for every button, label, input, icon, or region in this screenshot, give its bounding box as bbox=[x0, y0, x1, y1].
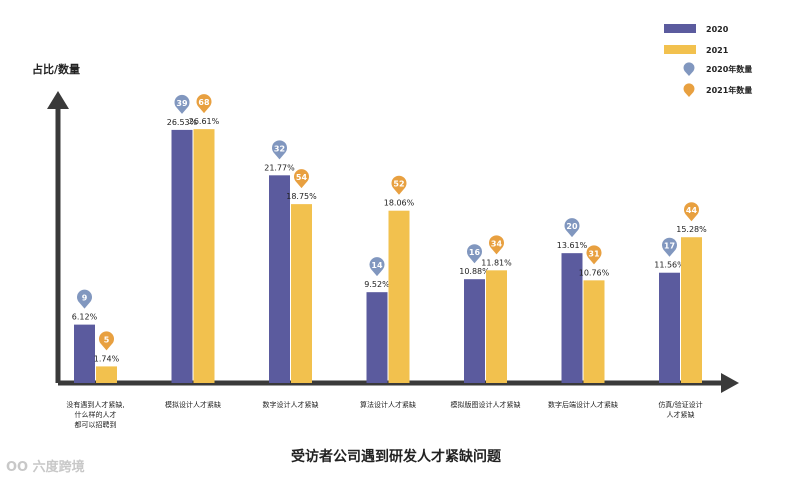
count-pin-2021-6 bbox=[684, 202, 699, 222]
count-pin-2021-0 bbox=[99, 331, 114, 351]
data-label-2020-4: 10.88% bbox=[459, 267, 490, 276]
count-pin-2021-4-label: 34 bbox=[491, 239, 503, 248]
data-label-2020-1: 26.53% bbox=[167, 118, 198, 127]
data-label-2021-4: 11.81% bbox=[481, 258, 512, 267]
data-label-2021-3: 18.06% bbox=[384, 199, 415, 208]
legend-pin-0 bbox=[683, 62, 695, 76]
data-label-2020-2: 21.77% bbox=[264, 163, 295, 172]
count-pin-2020-2-label: 32 bbox=[274, 144, 285, 153]
count-pin-2021-5 bbox=[586, 245, 602, 265]
count-pin-2020-2 bbox=[272, 140, 288, 160]
bar-2020-4 bbox=[464, 279, 485, 383]
bar-2020-0 bbox=[74, 324, 95, 383]
count-pin-2020-5-label: 20 bbox=[566, 222, 578, 231]
bar-2021-3 bbox=[388, 210, 410, 383]
count-pin-2020-5 bbox=[564, 218, 580, 238]
count-pin-2021-6-label: 44 bbox=[686, 206, 698, 215]
category-label-1-0: 模拟设计人才紧缺 bbox=[165, 400, 221, 409]
count-pin-2021-1 bbox=[196, 94, 212, 114]
category-label-6-0: 仿真/验证设计 bbox=[658, 400, 702, 409]
legend-pin-1 bbox=[683, 83, 695, 97]
legend-count-label-0: 2020年数量 bbox=[706, 64, 752, 74]
count-pin-2021-2-label: 54 bbox=[296, 173, 308, 182]
bar-2020-2 bbox=[269, 175, 290, 383]
count-pin-2020-6 bbox=[662, 237, 677, 257]
bar-2021-5 bbox=[583, 280, 605, 383]
legend-label-2021: 2021 bbox=[706, 46, 729, 55]
count-pin-2020-3-label: 14 bbox=[371, 261, 383, 270]
chart-title: 受访者公司遇到研发人才紧缺问题 bbox=[291, 449, 501, 465]
data-label-2021-1: 26.61% bbox=[189, 117, 220, 126]
count-pin-2020-0 bbox=[77, 289, 93, 309]
watermark-logo: OO 六度跨境 bbox=[6, 460, 85, 475]
data-label-2020-6: 11.56% bbox=[654, 261, 685, 270]
count-pin-2020-4 bbox=[467, 244, 483, 264]
count-pin-2020-0-label: 9 bbox=[82, 294, 88, 303]
bar-2021-1 bbox=[193, 129, 215, 383]
count-pin-2021-0-label: 5 bbox=[104, 335, 110, 344]
y-axis-label: 占比/数量 bbox=[32, 62, 80, 76]
bar-2021-6 bbox=[681, 237, 702, 383]
legend-count-label-1: 2021年数量 bbox=[706, 85, 752, 95]
y-axis-arrow bbox=[47, 91, 69, 109]
data-label-2021-5: 10.76% bbox=[579, 268, 610, 277]
category-label-3-0: 算法设计人才紧缺 bbox=[360, 400, 416, 409]
bar-2020-6 bbox=[659, 272, 680, 383]
count-pin-2020-3 bbox=[369, 257, 385, 277]
bar-2021-4 bbox=[486, 270, 507, 383]
count-pin-2021-1-label: 68 bbox=[198, 98, 210, 107]
x-axis-arrow bbox=[721, 373, 739, 393]
data-label-2021-0: 1.74% bbox=[94, 354, 120, 363]
count-pin-2021-3-label: 52 bbox=[393, 180, 404, 189]
count-pin-2021-2 bbox=[294, 169, 310, 189]
legend-label-2020: 2020 bbox=[706, 25, 729, 34]
category-label-2-0: 数字设计人才紧缺 bbox=[263, 400, 319, 409]
count-pin-2020-1-label: 39 bbox=[176, 99, 188, 108]
bar-2020-5 bbox=[561, 253, 583, 383]
bar-2021-2 bbox=[291, 204, 312, 383]
category-label-0-0: 没有遇到人才紧缺, bbox=[66, 400, 124, 409]
count-pin-2020-6-label: 17 bbox=[664, 242, 675, 251]
data-label-2020-3: 9.52% bbox=[364, 280, 390, 289]
count-pin-2020-1 bbox=[174, 94, 190, 114]
category-label-6-1: 人才紧缺 bbox=[667, 410, 695, 419]
bar-2020-1 bbox=[171, 129, 193, 383]
count-pin-2020-4-label: 16 bbox=[469, 248, 481, 257]
bar-2021-0 bbox=[96, 366, 117, 383]
bar-2020-3 bbox=[366, 292, 388, 383]
category-label-0-1: 什么样的人才 bbox=[75, 410, 117, 419]
data-label-2020-0: 6.12% bbox=[72, 313, 98, 322]
data-label-2020-5: 13.61% bbox=[557, 241, 588, 250]
category-label-4-0: 模拟版图设计人才紧缺 bbox=[451, 400, 521, 409]
data-label-2021-2: 18.75% bbox=[286, 192, 317, 201]
legend-swatch-2021 bbox=[664, 45, 696, 54]
count-pin-2021-3 bbox=[391, 175, 407, 195]
data-label-2021-6: 15.28% bbox=[676, 225, 707, 234]
category-label-0-2: 都可以招聘到 bbox=[75, 420, 117, 429]
legend-swatch-2020 bbox=[664, 24, 696, 33]
category-label-5-0: 数字后端设计人才紧缺 bbox=[548, 400, 618, 409]
count-pin-2021-4 bbox=[489, 235, 504, 255]
count-pin-2021-5-label: 31 bbox=[588, 249, 600, 258]
